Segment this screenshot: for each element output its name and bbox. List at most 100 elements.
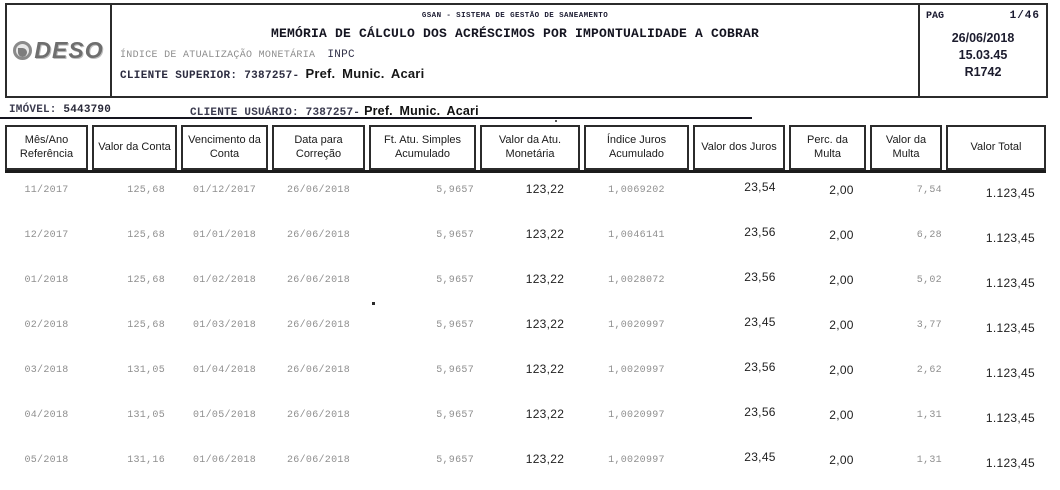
table-row: 01/2018 125,68 01/02/2018 26/06/2018 5,9657 1… bbox=[5, 271, 1046, 320]
table-cell: 1,0046141 bbox=[608, 230, 665, 241]
table-cell: 23,56 bbox=[744, 270, 776, 284]
table-cell: 02/2018 bbox=[24, 320, 69, 331]
table-cell: 131,16 bbox=[127, 455, 165, 466]
table-cell: 1.123,45 bbox=[985, 276, 1035, 290]
table-cell: 1,0020997 bbox=[608, 320, 665, 331]
column-header-7: Valor dos Juros bbox=[693, 125, 785, 170]
deso-logo-text: DESO bbox=[34, 37, 104, 63]
stray-dot bbox=[555, 120, 557, 122]
report-title: MEMÓRIA DE CÁLCULO DOS ACRÉSCIMOS POR IM… bbox=[270, 26, 760, 41]
table-cell: 5,9657 bbox=[436, 320, 474, 331]
table-cell: 125,68 bbox=[127, 230, 165, 241]
cliente-superior-label: CLIENTE SUPERIOR: bbox=[120, 70, 238, 82]
column-header-3: Data para Correção bbox=[272, 125, 365, 170]
table-cell: 1,0028072 bbox=[608, 275, 665, 286]
cliente-usuario-field: CLIENTE USUÁRIO: 7387257- Pref. Munic. Ac… bbox=[190, 104, 479, 119]
table-cell: 1,31 bbox=[916, 455, 942, 466]
table-cell: 05/2018 bbox=[24, 455, 69, 466]
table-cell: 01/06/2018 bbox=[192, 455, 256, 466]
cliente-usuario-name: Pref. Munic. Acari bbox=[364, 104, 479, 118]
table-cell: 5,9657 bbox=[436, 185, 474, 196]
table-cell: 5,9657 bbox=[436, 455, 474, 466]
table-cell: 26/06/2018 bbox=[286, 230, 350, 241]
column-header-4: Ft. Atu. Simples Acumulado bbox=[369, 125, 476, 170]
table-cell: 2,62 bbox=[916, 365, 942, 376]
table-cell: 01/05/2018 bbox=[192, 410, 256, 421]
table-cell: 1.123,45 bbox=[985, 456, 1035, 470]
table-cell: 23,54 bbox=[744, 180, 776, 194]
column-header-9: Valor da Multa bbox=[870, 125, 942, 170]
table-cell: 2,00 bbox=[829, 228, 854, 242]
table-cell: 26/06/2018 bbox=[286, 320, 350, 331]
system-title: GSAN - SISTEMA DE GESTÃO DE SANEAMENTO bbox=[421, 12, 609, 20]
table-cell: 01/01/2018 bbox=[192, 230, 256, 241]
column-header-10: Valor Total bbox=[946, 125, 1046, 170]
table-header-row: Mês/Ano Referência Valor da Conta Vencimen… bbox=[5, 125, 1046, 173]
table-cell: 6,28 bbox=[916, 230, 942, 241]
deso-logo: DESO bbox=[7, 5, 112, 96]
report-header-box: DESO GSAN - SISTEMA DE GESTÃO DE SANEAME… bbox=[5, 3, 1048, 98]
column-header-5: Valor da Atu. Monetária bbox=[480, 125, 580, 170]
stray-dot bbox=[372, 302, 375, 305]
table-cell: 01/2018 bbox=[24, 275, 69, 286]
table-cell: 123,22 bbox=[525, 317, 565, 331]
cliente-superior-line: CLIENTE SUPERIOR: 7387257- Pref. Munic. A… bbox=[120, 66, 918, 82]
table-cell: 1.123,45 bbox=[985, 186, 1035, 200]
table-cell: 131,05 bbox=[127, 410, 165, 421]
table-cell: 23,56 bbox=[744, 405, 776, 419]
table-cell: 1.123,45 bbox=[985, 366, 1035, 380]
imovel-label: IMÓVEL: bbox=[9, 104, 57, 116]
table-cell: 123,22 bbox=[525, 182, 565, 196]
table-cell: 26/06/2018 bbox=[286, 275, 350, 286]
cliente-usuario-label: CLIENTE USUÁRIO: bbox=[190, 107, 299, 119]
table-cell: 125,68 bbox=[127, 275, 165, 286]
table-cell: 123,22 bbox=[525, 362, 565, 376]
pag-label: PAG bbox=[926, 11, 945, 22]
table-cell: 03/2018 bbox=[24, 365, 69, 376]
cliente-usuario-code: 7387257- bbox=[305, 107, 361, 119]
table-cell: 26/06/2018 bbox=[286, 365, 350, 376]
page-number-line: PAG 1/46 bbox=[926, 10, 1040, 22]
column-header-8: Perc. da Multa bbox=[789, 125, 866, 170]
report-date: 26/06/2018 bbox=[951, 31, 1015, 45]
table-cell: 123,22 bbox=[525, 407, 565, 421]
index-label: ÍNDICE DE ATUALIZAÇÃO MONETÁRIA bbox=[120, 50, 316, 61]
pag-value: 1/46 bbox=[1009, 10, 1040, 22]
table-body: 11/2017 125,68 01/12/2017 26/06/2018 5,9657 1… bbox=[5, 173, 1046, 490]
table-row: 12/2017 125,68 01/01/2018 26/06/2018 5,9657 1… bbox=[5, 226, 1046, 275]
table-row: 03/2018 131,05 01/04/2018 26/06/2018 5,9657 1… bbox=[5, 361, 1046, 410]
divider-line bbox=[0, 117, 752, 119]
table-cell: 26/06/2018 bbox=[286, 410, 350, 421]
table-cell: 1.123,45 bbox=[985, 411, 1035, 425]
table-cell: 26/06/2018 bbox=[286, 185, 350, 196]
imovel-value: 5443790 bbox=[63, 104, 112, 116]
cliente-superior-name: Pref. Munic. Acari bbox=[305, 66, 425, 81]
table-cell: 131,05 bbox=[127, 365, 165, 376]
table-cell: 01/03/2018 bbox=[192, 320, 256, 331]
table-cell: 123,22 bbox=[525, 452, 565, 466]
table-cell: 2,00 bbox=[829, 363, 854, 377]
table-cell: 123,22 bbox=[525, 227, 565, 241]
table-row: 05/2018 131,16 01/06/2018 26/06/2018 5,9657 1… bbox=[5, 451, 1046, 490]
table-cell: 125,68 bbox=[127, 185, 165, 196]
table-cell: 5,9657 bbox=[436, 410, 474, 421]
column-header-0: Mês/Ano Referência bbox=[5, 125, 88, 170]
table-cell: 1,0020997 bbox=[608, 455, 665, 466]
index-line: ÍNDICE DE ATUALIZAÇÃO MONETÁRIA INPC bbox=[120, 49, 918, 61]
table-cell: 2,00 bbox=[829, 453, 854, 467]
page-info-box: PAG 1/46 26/06/2018 15.03.45 R1742 bbox=[918, 5, 1046, 96]
table-row: 11/2017 125,68 01/12/2017 26/06/2018 5,9657 1… bbox=[5, 181, 1046, 230]
table-cell: 5,9657 bbox=[436, 365, 474, 376]
table-cell: 23,45 bbox=[744, 315, 776, 329]
table-cell: 23,56 bbox=[744, 225, 776, 239]
header-center: GSAN - SISTEMA DE GESTÃO DE SANEAMENTO M… bbox=[112, 5, 918, 96]
table-cell: 12/2017 bbox=[24, 230, 69, 241]
report-code: R1742 bbox=[964, 65, 1002, 79]
table-cell: 1,0069202 bbox=[608, 185, 665, 196]
index-value: INPC bbox=[327, 49, 355, 61]
table-cell: 5,9657 bbox=[436, 275, 474, 286]
table-cell: 5,02 bbox=[916, 275, 942, 286]
imovel-field: IMÓVEL: 5443790 bbox=[9, 104, 111, 116]
table-cell: 3,77 bbox=[916, 320, 942, 331]
